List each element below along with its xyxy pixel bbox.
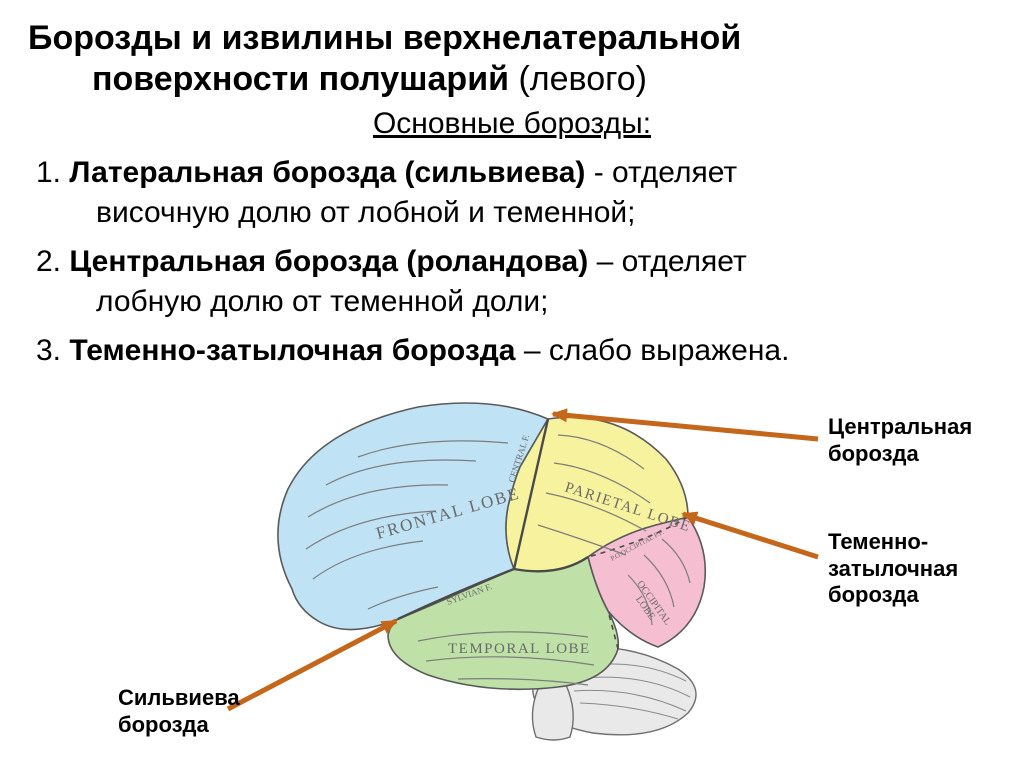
brain-figure: FRONTAL LOBE PARIETAL LOBE TEMPORAL LOBE… [28, 379, 996, 759]
list-item: 3. Теменно-затылочная борозда – слабо вы… [36, 331, 996, 372]
item-cont: лобную долю от теменной доли; [36, 282, 996, 323]
subheading: Основные борозды: [28, 107, 996, 141]
slide-title: Борозды и извилины верхнелатеральной пов… [28, 18, 996, 101]
title-line1: Борозды и извилины верхнелатеральной [28, 19, 741, 57]
temporal-label: TEMPORAL LOBE [448, 641, 591, 657]
slide: Борозды и извилины верхнелатеральной пов… [0, 0, 1024, 767]
item-term: Теменно-затылочная борозда [69, 334, 515, 367]
item-cont: височную долю от лобной и теменной; [36, 193, 996, 234]
item-tail: – слабо выражена. [515, 334, 789, 367]
brain-illustration: FRONTAL LOBE PARIETAL LOBE TEMPORAL LOBE… [258, 389, 758, 749]
label-central: Центральнаяборозда [828, 414, 972, 467]
label-parieto: Теменно-затылочнаяборозда [828, 529, 958, 608]
item-tail: - отделяет [585, 156, 737, 189]
label-sylvian: Сильвиеваборозда [118, 685, 240, 738]
list-item: 2. Центральная борозда (роландова) – отд… [36, 242, 996, 323]
item-term: Центральная борозда (роландова) [69, 245, 588, 278]
list-item: 1. Латеральная борозда (сильвиева) - отд… [36, 153, 996, 234]
item-num: 2. [36, 245, 69, 278]
title-line2-light: (левого) [518, 60, 647, 98]
item-num: 3. [36, 334, 69, 367]
title-line2: поверхности полушарий (левого) [28, 59, 996, 100]
brainstem [532, 685, 573, 740]
sulci-list: 1. Латеральная борозда (сильвиева) - отд… [28, 153, 996, 372]
item-tail: – отделяет [588, 245, 747, 278]
item-term: Латеральная борозда (сильвиева) [69, 156, 585, 189]
title-line2-bold: поверхности полушарий [92, 60, 518, 98]
item-num: 1. [36, 156, 69, 189]
